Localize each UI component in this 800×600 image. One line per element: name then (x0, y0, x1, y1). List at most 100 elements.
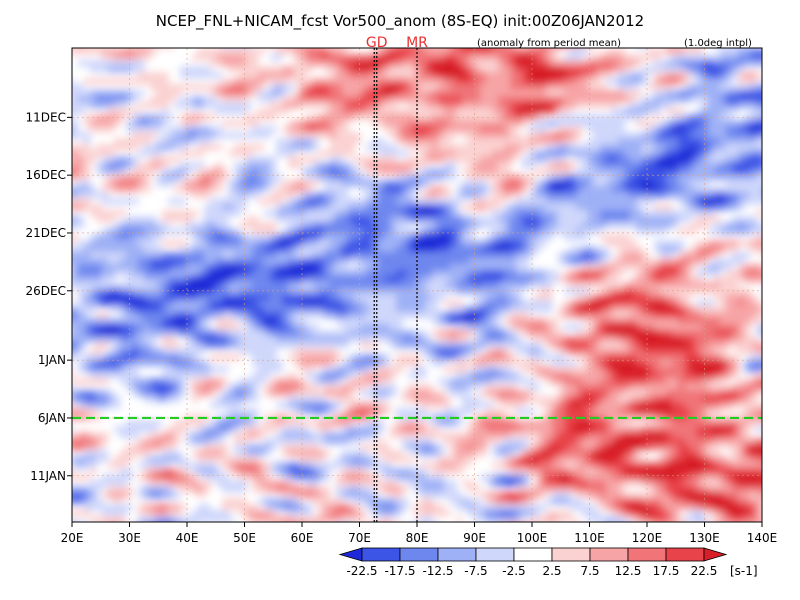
field-cell (678, 54, 685, 61)
field-cell (492, 66, 499, 73)
field-cell (192, 336, 199, 343)
field-cell (162, 222, 169, 229)
field-cell (408, 72, 415, 79)
field-cell (648, 282, 655, 289)
field-cell (108, 240, 115, 247)
field-cell (570, 222, 577, 229)
field-cell (468, 228, 475, 235)
field-cell (144, 78, 151, 85)
field-cell (450, 60, 457, 67)
field-cell (678, 330, 685, 337)
field-cell (384, 66, 391, 73)
field-cell (588, 180, 595, 187)
field-cell (744, 120, 751, 127)
field-cell (228, 108, 235, 115)
field-cell (510, 102, 517, 109)
field-cell (744, 72, 751, 79)
field-cell (240, 66, 247, 73)
field-cell (324, 234, 331, 241)
field-cell (594, 228, 601, 235)
field-cell (738, 270, 745, 277)
field-cell (582, 216, 589, 223)
field-cell (558, 210, 565, 217)
field-cell (612, 264, 619, 271)
field-cell (108, 306, 115, 313)
field-cell (270, 90, 277, 97)
field-cell (450, 96, 457, 103)
field-cell (588, 174, 595, 181)
field-cell (342, 168, 349, 175)
field-cell (450, 126, 457, 133)
field-cell (456, 234, 463, 241)
field-cell (702, 144, 709, 151)
field-cell (564, 174, 571, 181)
field-cell (312, 138, 319, 145)
field-cell (750, 168, 757, 175)
field-cell (744, 150, 751, 157)
field-cell (384, 60, 391, 67)
field-cell (474, 252, 481, 259)
field-cell (480, 270, 487, 277)
field-cell (384, 276, 391, 283)
field-cell (96, 48, 103, 55)
field-cell (378, 258, 385, 265)
field-cell (276, 198, 283, 205)
field-cell (210, 84, 217, 91)
field-cell (492, 54, 499, 61)
field-cell (282, 330, 289, 337)
field-cell (600, 330, 607, 337)
field-cell (600, 204, 607, 211)
field-cell (498, 186, 505, 193)
field-cell (654, 72, 661, 79)
field-cell (108, 264, 115, 271)
field-cell (438, 288, 445, 295)
field-cell (696, 240, 703, 247)
field-cell (336, 264, 343, 271)
field-cell (198, 330, 205, 337)
field-cell (192, 192, 199, 199)
field-cell (696, 96, 703, 103)
field-cell (348, 114, 355, 121)
field-cell (264, 72, 271, 79)
field-cell (306, 222, 313, 229)
field-cell (408, 162, 415, 169)
field-cell (528, 66, 535, 73)
field-cell (288, 228, 295, 235)
field-cell (102, 192, 109, 199)
field-cell (114, 78, 121, 85)
field-cell (354, 66, 361, 73)
field-cell (498, 54, 505, 61)
field-cell (702, 270, 709, 277)
field-cell (228, 132, 235, 139)
field-cell (420, 270, 427, 277)
field-cell (294, 342, 301, 349)
field-cell (648, 156, 655, 163)
field-cell (312, 114, 319, 121)
field-cell (168, 132, 175, 139)
field-cell (474, 216, 481, 223)
field-cell (318, 102, 325, 109)
field-cell (102, 168, 109, 175)
field-cell (444, 300, 451, 307)
field-cell (654, 282, 661, 289)
field-cell (420, 108, 427, 115)
field-cell (258, 240, 265, 247)
field-cell (624, 72, 631, 79)
field-cell (672, 120, 679, 127)
field-cell (450, 234, 457, 241)
field-cell (690, 324, 697, 331)
field-cell (372, 60, 379, 67)
field-cell (120, 330, 127, 337)
field-cell (270, 342, 277, 349)
field-cell (246, 312, 253, 319)
field-cell (552, 84, 559, 91)
field-cell (192, 318, 199, 325)
field-cell (132, 60, 139, 67)
field-cell (108, 228, 115, 235)
field-cell (648, 294, 655, 301)
field-cell (348, 198, 355, 205)
field-cell (558, 162, 565, 169)
field-cell (702, 180, 709, 187)
field-cell (756, 144, 762, 151)
field-cell (498, 312, 505, 319)
